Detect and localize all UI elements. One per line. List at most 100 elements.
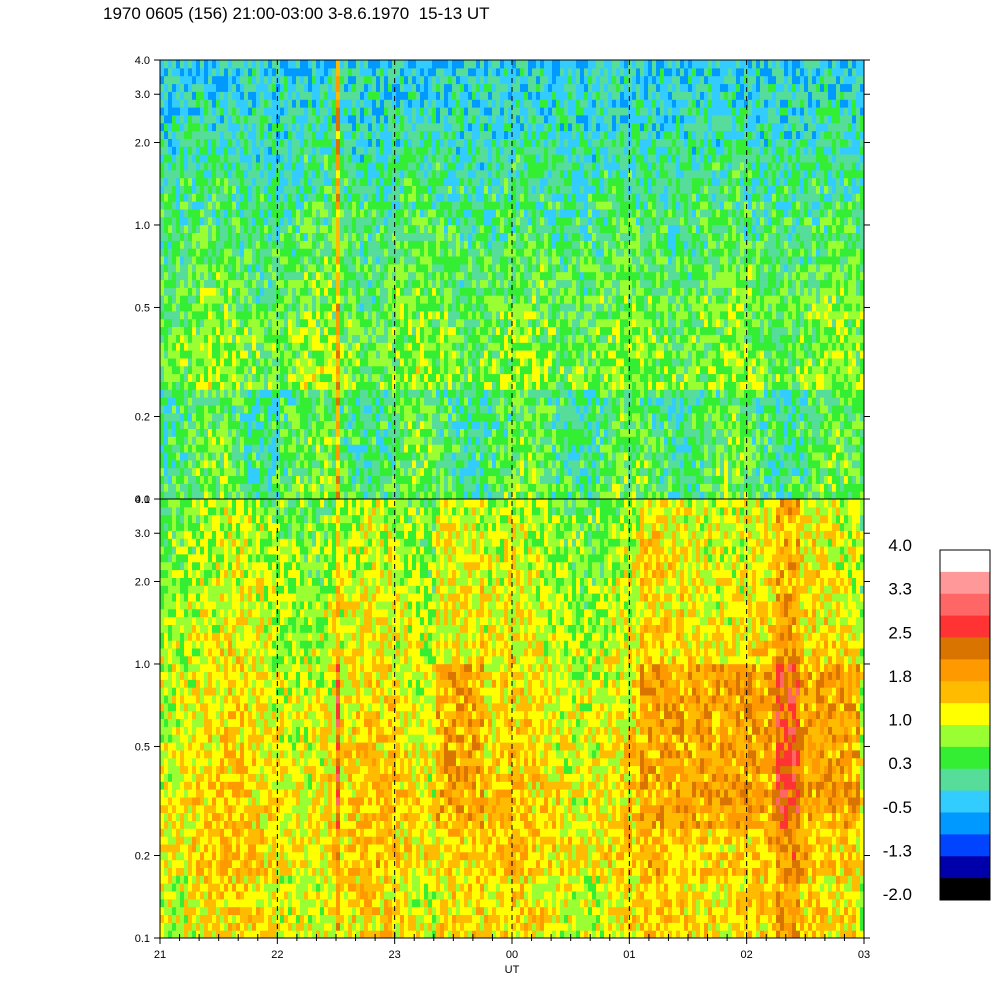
heatmap-cell: [188, 444, 192, 453]
heatmap-cell: [260, 154, 264, 163]
heatmap-cell: [192, 357, 196, 367]
heatmap-cell: [388, 459, 392, 469]
heatmap-cell: [428, 169, 432, 179]
heatmap-cell: [324, 389, 328, 398]
heatmap-cell: [336, 248, 340, 257]
heatmap-cell: [360, 334, 364, 343]
heatmap-cell: [464, 436, 468, 445]
heatmap-cell: [204, 161, 208, 171]
heatmap-cell: [340, 161, 344, 171]
heatmap-cell: [384, 475, 388, 484]
heatmap-cell: [440, 420, 444, 429]
heatmap-cell: [488, 201, 492, 210]
heatmap-cell: [308, 444, 312, 453]
heatmap-cell: [168, 75, 172, 85]
heatmap-cell: [360, 271, 364, 281]
heatmap-cell: [204, 365, 208, 375]
heatmap-cell: [368, 452, 372, 461]
heatmap-cell: [500, 248, 504, 257]
heatmap-cell: [384, 177, 388, 186]
heatmap-cell: [512, 107, 516, 116]
heatmap-cell: [196, 459, 200, 469]
heatmap-cell: [272, 208, 276, 218]
heatmap-cell: [184, 475, 188, 484]
heatmap-cell: [328, 436, 332, 445]
heatmap-cell: [300, 177, 304, 186]
heatmap-cell: [452, 232, 456, 241]
heatmap-cell: [188, 263, 192, 273]
heatmap-cell: [252, 67, 256, 77]
heatmap-cell: [184, 404, 188, 414]
heatmap-cell: [452, 404, 456, 414]
heatmap-cell: [484, 365, 488, 375]
heatmap-cell: [284, 428, 288, 437]
heatmap-cell: [320, 169, 324, 179]
heatmap-cell: [184, 107, 188, 116]
heatmap-cell: [408, 240, 412, 249]
heatmap-cell: [440, 491, 444, 499]
heatmap-cell: [492, 483, 496, 492]
heatmap-cell: [164, 138, 168, 147]
heatmap-cell: [380, 310, 384, 320]
heatmap-cell: [460, 318, 464, 328]
heatmap-cell: [368, 67, 372, 77]
heatmap-cell: [488, 216, 492, 226]
heatmap-cell: [208, 397, 212, 406]
heatmap-cell: [476, 318, 480, 328]
heatmap-cell: [276, 295, 280, 304]
heatmap-cell: [252, 201, 256, 210]
heatmap-cell: [472, 67, 476, 77]
heatmap-cell: [476, 483, 480, 492]
heatmap-cell: [204, 99, 208, 108]
heatmap-cell: [208, 357, 212, 367]
heatmap-cell: [440, 232, 444, 241]
heatmap-cell: [472, 146, 476, 155]
heatmap-cell: [240, 491, 244, 499]
heatmap-cell: [248, 310, 252, 320]
heatmap-cell: [328, 303, 332, 312]
heatmap-cell: [216, 122, 220, 132]
heatmap-cell: [436, 271, 440, 281]
heatmap-cell: [216, 420, 220, 429]
heatmap-cell: [180, 263, 184, 273]
heatmap-cell: [252, 350, 256, 359]
heatmap-cell: [224, 67, 228, 77]
heatmap-cell: [308, 60, 312, 69]
heatmap-cell: [244, 256, 248, 265]
heatmap-cell: [252, 256, 256, 265]
heatmap-cell: [392, 318, 396, 328]
heatmap-cell: [400, 193, 404, 202]
heatmap-cell: [404, 201, 408, 210]
heatmap-cell: [272, 373, 276, 382]
heatmap-cell: [336, 428, 340, 437]
heatmap-cell: [344, 146, 348, 155]
heatmap-cell: [276, 240, 280, 249]
heatmap-cell: [160, 114, 164, 124]
heatmap-cell: [312, 138, 316, 147]
heatmap-cell: [320, 99, 324, 108]
heatmap-cell: [340, 279, 344, 288]
heatmap-cell: [280, 224, 284, 233]
heatmap-cell: [500, 99, 504, 108]
heatmap-cell: [208, 373, 212, 382]
heatmap-cell: [300, 436, 304, 445]
heatmap-cell: [468, 107, 472, 116]
heatmap-cell: [288, 318, 292, 328]
heatmap-cell: [484, 60, 488, 69]
heatmap-cell: [184, 75, 188, 85]
heatmap-cell: [224, 161, 228, 171]
heatmap-cell: [208, 381, 212, 390]
heatmap-cell: [508, 342, 512, 351]
heatmap-cell: [204, 334, 208, 343]
heatmap-cell: [356, 138, 360, 147]
heatmap-cell: [468, 381, 472, 390]
heatmap-cell: [472, 452, 476, 461]
heatmap-cell: [292, 263, 296, 273]
heatmap-cell: [200, 185, 204, 194]
heatmap-cell: [356, 130, 360, 139]
heatmap-cell: [456, 130, 460, 139]
heatmap-cell: [456, 279, 460, 288]
heatmap-cell: [172, 193, 176, 202]
heatmap-cell: [400, 279, 404, 288]
heatmap-cell: [476, 114, 480, 124]
